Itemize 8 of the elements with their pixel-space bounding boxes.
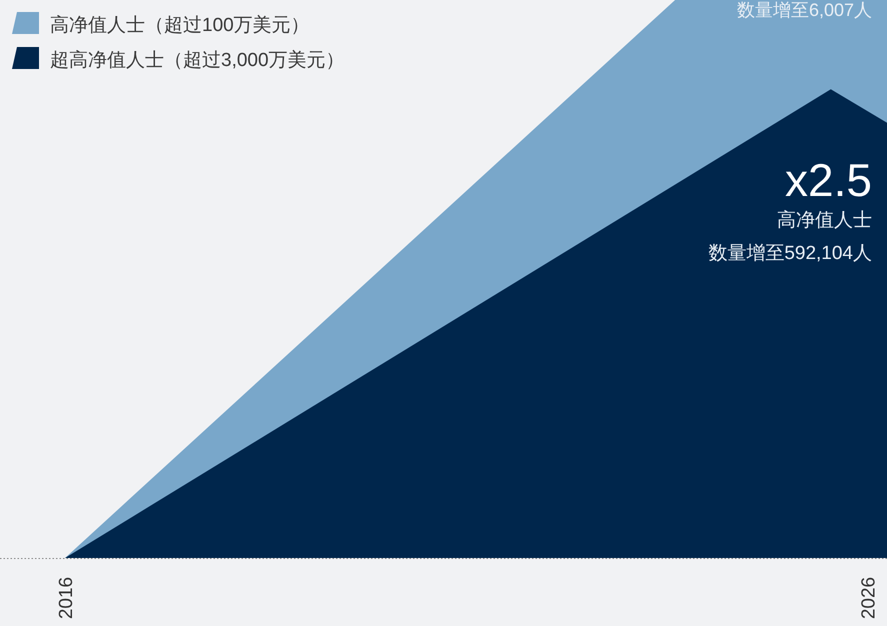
annotation: 高净值人士 [777,209,872,231]
legend-label: 高净值人士（超过100万美元） [50,14,310,36]
x-tick-label: 2026 [858,576,880,620]
annotation: 数量增至592,104人 [708,243,872,264]
annotation: x2.5 [785,154,872,206]
annotation: 数量增至6,007人 [736,0,872,20]
legend-label: 超高净值人士（超过3,000万美元） [50,49,345,71]
x-tick-label: 2016 [56,576,78,620]
